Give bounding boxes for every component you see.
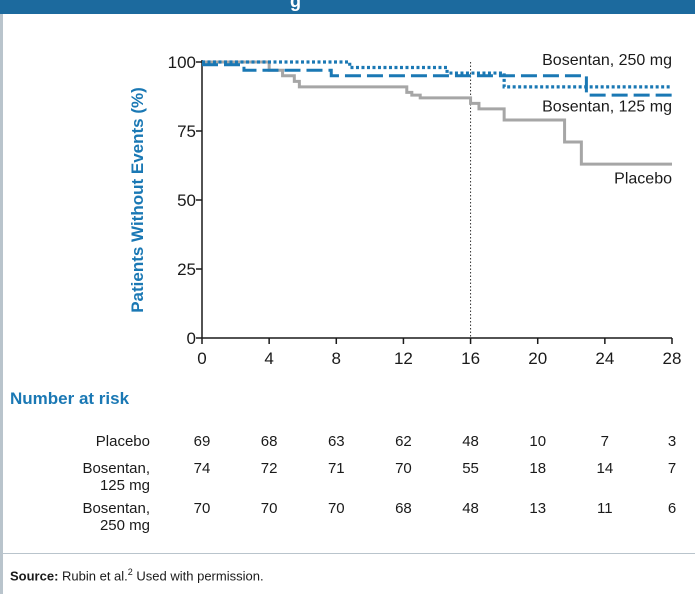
x-tick-label: 24	[595, 349, 614, 368]
risk-row-label-line: 125 mg	[99, 477, 150, 494]
risk-row-label-line: 250 mg	[99, 517, 150, 534]
x-tick-label: 8	[332, 349, 341, 368]
y-tick-label: 25	[177, 260, 196, 279]
title-bar: g	[0, 0, 695, 14]
series-annotation: Bosentan, 250 mg	[542, 52, 672, 69]
risk-row-label-line: Bosentan,	[82, 500, 150, 517]
source-label: Source:	[10, 568, 59, 584]
risk-value-cell: 11	[597, 500, 613, 517]
risk-value-cell: 68	[260, 433, 278, 450]
risk-value-cell: 7	[667, 460, 677, 477]
risk-row-label: Placebo	[0, 433, 150, 450]
series-line-placebo	[202, 60, 672, 166]
series-annotation: Bosentan, 125 mg	[542, 99, 672, 116]
y-axis-label: Patients Without Events (%)	[128, 87, 147, 313]
risk-row-label: Bosentan, 125 mg	[0, 460, 150, 494]
risk-value-cell: 74	[193, 460, 211, 477]
risk-value-cell: 48	[462, 500, 479, 517]
risk-value-cell: 62	[395, 433, 412, 450]
risk-row-label-line: Bosentan,	[82, 460, 150, 477]
x-tick-label: 0	[197, 349, 206, 368]
y-tick-label: 0	[187, 329, 196, 348]
risk-value-cell: 69	[193, 433, 211, 450]
risk-value-cell: 6	[667, 500, 677, 517]
chart-svg: 0 25 50 75 100 0 4 8 12 16 20 24 28 Week Bosentan, 250…	[168, 52, 682, 391]
risk-value-cell: 55	[462, 460, 479, 477]
risk-value-cell: 14	[596, 460, 614, 477]
risk-value-cell: 70	[327, 500, 345, 517]
risk-value-cell: 68	[395, 500, 412, 517]
left-frame-border	[0, 14, 3, 594]
risk-row-label-line: Placebo	[95, 433, 150, 450]
risk-value-cell: 13	[529, 500, 547, 517]
risk-value-cell: 3	[667, 433, 677, 450]
series-line-bosentan-125-mg	[202, 63, 672, 97]
risk-value-cell: 18	[529, 460, 547, 477]
risk-value-cell: 70	[260, 500, 278, 517]
series-annotation: Placebo	[614, 170, 672, 187]
y-tick-label: 50	[177, 191, 196, 210]
y-tick-label: 75	[177, 122, 196, 141]
x-axis-label: Week	[415, 372, 460, 374]
x-tick-label: 4	[264, 349, 273, 368]
risk-value-cell: 72	[260, 460, 278, 477]
source-note: Source: Rubin et al.2 Used with permissi…	[10, 567, 264, 583]
risk-value-cell: 10	[529, 433, 547, 450]
risk-value-cell: 71	[327, 460, 345, 477]
risk-value-cell: 70	[395, 460, 412, 477]
x-tick-label: 16	[461, 349, 480, 368]
source-superscript: 2	[127, 567, 133, 577]
source-text: Rubin et al.	[58, 568, 128, 584]
risk-value-cell: 7	[600, 433, 610, 450]
risk-value-cell: 48	[462, 433, 479, 450]
risk-value-cell: 63	[327, 433, 345, 450]
x-tick-label: 28	[663, 349, 682, 368]
y-tick-label: 100	[168, 53, 196, 72]
source-suffix: Used with permission.	[132, 568, 264, 584]
x-tick-label: 20	[528, 349, 547, 368]
x-tick-label: 12	[394, 349, 413, 368]
risk-value-cell: 70	[193, 500, 211, 517]
footer-divider	[0, 553, 695, 554]
risk-row-label: Bosentan, 250 mg	[0, 500, 150, 534]
risk-table-title: Number at risk	[10, 389, 130, 408]
title-text: g	[290, 0, 301, 11]
chart-area: 0 25 50 75 100 0 4 8 12 16 20 24 28 Week Bosentan, 250…	[0, 14, 695, 391]
